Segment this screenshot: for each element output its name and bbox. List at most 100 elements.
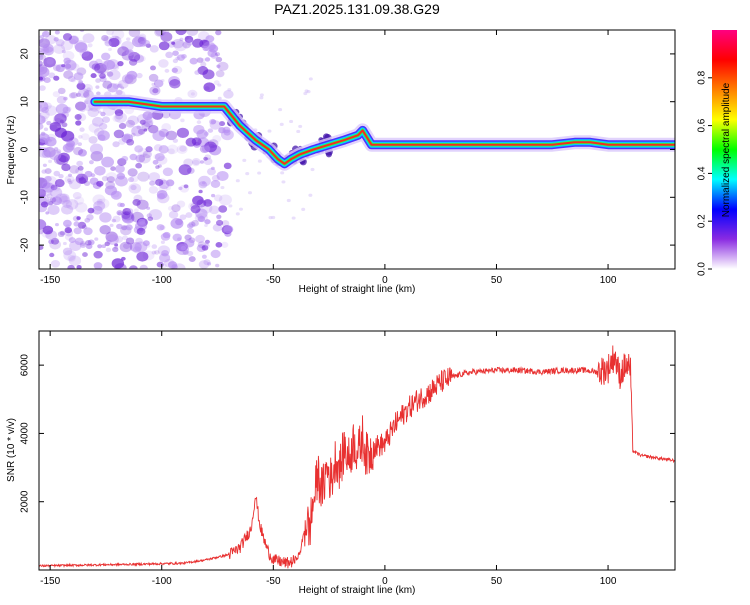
spectrogram-blob <box>45 211 50 215</box>
spectrogram-blob <box>93 200 106 211</box>
spectrogram-blob <box>102 116 111 124</box>
spectrogram-blob <box>158 41 170 51</box>
spectrogram-blob <box>101 34 109 42</box>
spectrogram-blob <box>204 223 208 227</box>
spectrogram-blob <box>162 231 171 239</box>
spectrogram-blob <box>158 185 168 193</box>
spectrogram-blob <box>117 211 122 216</box>
spectrogram-blob <box>122 235 128 241</box>
spectrogram-blob <box>39 85 46 91</box>
spectrogram-blob <box>62 241 67 246</box>
spectrogram-blob <box>76 82 86 90</box>
colorbar-bar <box>712 30 737 269</box>
spectrogram-blob <box>112 246 119 253</box>
spectrogram-blob <box>99 73 106 79</box>
spectrogram-ridge <box>87 94 675 171</box>
spectrogram-blob <box>235 212 240 216</box>
colorbar-tick-label: 0.2 <box>697 214 708 228</box>
spectrogram-blob <box>80 240 86 246</box>
spectrogram-blob <box>209 205 220 215</box>
spectrogram-y-label: Frequency (Hz) <box>6 116 17 185</box>
spectrogram-blob <box>155 165 160 169</box>
spectrogram-blob <box>194 70 200 75</box>
spectrogram-blob <box>50 184 58 191</box>
spectrogram-blob <box>97 198 110 209</box>
spectrogram-x-tick-label: -100 <box>152 275 172 286</box>
spectrogram-blob <box>129 153 138 161</box>
spectrogram-blob <box>101 52 111 61</box>
spectrogram-blob <box>134 241 148 253</box>
spectrogram-blob <box>187 228 195 235</box>
spectrogram-x-label: Height of straight line (km) <box>299 284 416 295</box>
spectrogram-blob <box>158 145 169 154</box>
spectrogram-x-tick-label: -150 <box>40 275 60 286</box>
spectrogram-blob <box>195 234 205 243</box>
spectrogram-blob <box>127 168 138 177</box>
spectrogram-blob <box>112 215 121 223</box>
spectrogram-blob <box>53 44 66 54</box>
spectrogram-blob <box>101 156 115 168</box>
spectrogram-blob <box>144 120 153 128</box>
spectrogram-blob <box>145 146 153 153</box>
spectrogram-blob <box>87 207 95 214</box>
spectrogram-blob <box>82 92 90 98</box>
spectrogram-blob <box>68 92 76 99</box>
spectrogram-blob <box>84 217 91 223</box>
spectrogram-blob <box>129 175 139 183</box>
spectrogram-blob <box>118 138 126 145</box>
spectrogram-blob <box>220 241 229 248</box>
snr-x-tick-label: 50 <box>491 576 503 587</box>
spectrogram-blob <box>137 128 146 135</box>
spectrogram-blob <box>210 166 215 170</box>
spectrogram-blob <box>106 234 119 245</box>
spectrogram-blob <box>89 160 94 165</box>
spectrogram-blob <box>157 164 162 168</box>
spectrogram-blob <box>191 157 201 166</box>
spectrogram-blob <box>59 230 66 236</box>
spectrogram-blob <box>147 216 154 222</box>
spectrogram-blob <box>161 30 170 35</box>
spectrogram-blob <box>182 41 191 49</box>
spectrogram-blob <box>126 138 135 146</box>
spectrogram-blob <box>88 60 99 69</box>
spectrogram-blob <box>58 195 71 205</box>
spectrogram-blob <box>306 90 311 94</box>
spectrogram-blob <box>67 254 76 262</box>
spectrogram-blob <box>172 58 179 64</box>
spectrogram-blob <box>188 221 196 228</box>
spectrogram-blob <box>138 218 146 225</box>
spectrogram-blob <box>159 253 171 263</box>
spectrogram-blob <box>109 223 114 227</box>
spectrogram-blob <box>153 79 164 88</box>
colorbar-ticks: 0.0 0.2 0.4 0.6 0.8 <box>697 70 712 276</box>
spectrogram-blob <box>214 194 223 202</box>
spectrogram-blob <box>215 219 224 226</box>
spectrogram-blob <box>78 149 87 157</box>
spectrogram-x-ticks: -150 -100 -50 0 50 100 <box>40 30 617 286</box>
spectrogram-blob <box>175 30 187 36</box>
spectrogram-blob <box>81 51 94 61</box>
spectrogram-blob <box>128 177 135 183</box>
spectrogram-blob <box>210 119 217 125</box>
snr-x-label: Height of straight line (km) <box>299 585 416 596</box>
spectrogram-blob <box>48 149 62 161</box>
spectrogram-blob <box>60 122 67 128</box>
spectrogram-blob <box>42 31 48 36</box>
spectrogram-blob <box>77 165 84 171</box>
spectrogram-blob <box>77 88 90 98</box>
spectrogram-blob <box>40 201 49 208</box>
spectrogram-blob <box>41 30 50 38</box>
spectrogram-blob <box>117 84 122 88</box>
spectrogram-blob <box>39 60 43 67</box>
spectrogram-blob <box>201 145 211 153</box>
spectrogram-blob <box>228 204 233 208</box>
spectrogram-blob <box>137 171 150 182</box>
spectrogram-blob <box>125 224 133 231</box>
spectrogram-blob <box>120 86 125 90</box>
spectrogram-blob <box>212 135 222 143</box>
snr-y-ticks: 2000 4000 6000 <box>20 354 675 513</box>
spectrogram-blob <box>149 180 156 186</box>
spectrogram-blob <box>88 123 100 133</box>
spectrogram-blob <box>51 196 63 206</box>
spectrogram-blob <box>216 214 222 219</box>
